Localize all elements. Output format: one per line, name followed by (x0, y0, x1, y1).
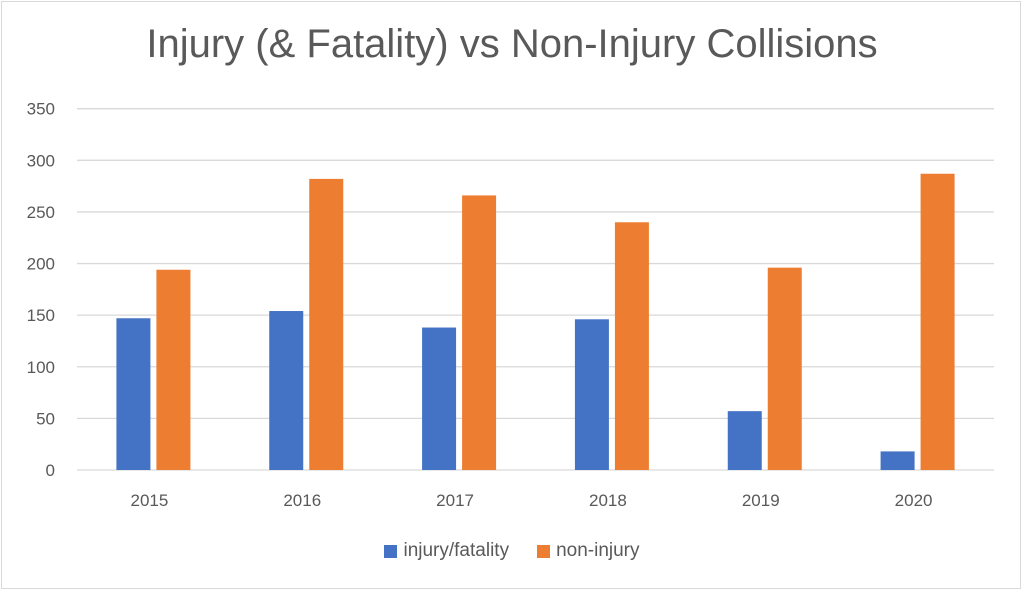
bar-injury-2017 (422, 327, 457, 470)
bar-injury-2016 (269, 311, 304, 470)
y-tick-label: 300 (27, 151, 55, 170)
y-tick-label: 150 (27, 306, 55, 325)
x-tick-label: 2017 (436, 491, 474, 510)
legend-label-injury: injury/fatality (403, 540, 510, 561)
x-tick-label: 2019 (742, 491, 780, 510)
legend-swatch-non-injury (537, 544, 551, 558)
bar-non-injury-2018 (614, 222, 649, 470)
chart-title: Injury (& Fatality) vs Non-Injury Collis… (146, 22, 878, 66)
y-tick-label: 350 (27, 100, 55, 119)
x-tick-label: 2016 (283, 491, 321, 510)
y-tick-label: 250 (27, 203, 55, 222)
bars (116, 173, 955, 471)
y-tick-label: 100 (27, 358, 55, 377)
legend-label-non-injury: non-injury (556, 540, 640, 561)
y-tick-label: 200 (27, 255, 55, 274)
x-tick-label: 2020 (895, 491, 933, 510)
bar-non-injury-2017 (462, 195, 497, 471)
bar-injury-2019 (727, 411, 762, 470)
bar-injury-2020 (880, 451, 915, 470)
legend-item-injury: injury/fatality (384, 540, 509, 562)
bar-non-injury-2016 (309, 178, 344, 470)
legend-item-non-injury: non-injury (537, 540, 640, 562)
bar-non-injury-2020 (920, 173, 955, 470)
y-axis-ticks: 0 50 100 150 200 250 300 350 (27, 100, 55, 480)
y-tick-label: 50 (36, 409, 55, 428)
bar-injury-2015 (116, 318, 151, 470)
bar-injury-2018 (574, 319, 609, 470)
legend-swatch-injury (384, 544, 398, 558)
gridlines (77, 108, 994, 471)
bar-non-injury-2015 (156, 269, 191, 470)
x-tick-label: 2018 (589, 491, 627, 510)
y-tick-label: 0 (46, 461, 55, 480)
legend: injury/fatality non-injury (0, 540, 1024, 562)
x-tick-label: 2015 (131, 491, 169, 510)
bar-non-injury-2019 (767, 267, 802, 470)
x-axis-ticks: 2015 2016 2017 2018 2019 2020 (131, 491, 933, 510)
